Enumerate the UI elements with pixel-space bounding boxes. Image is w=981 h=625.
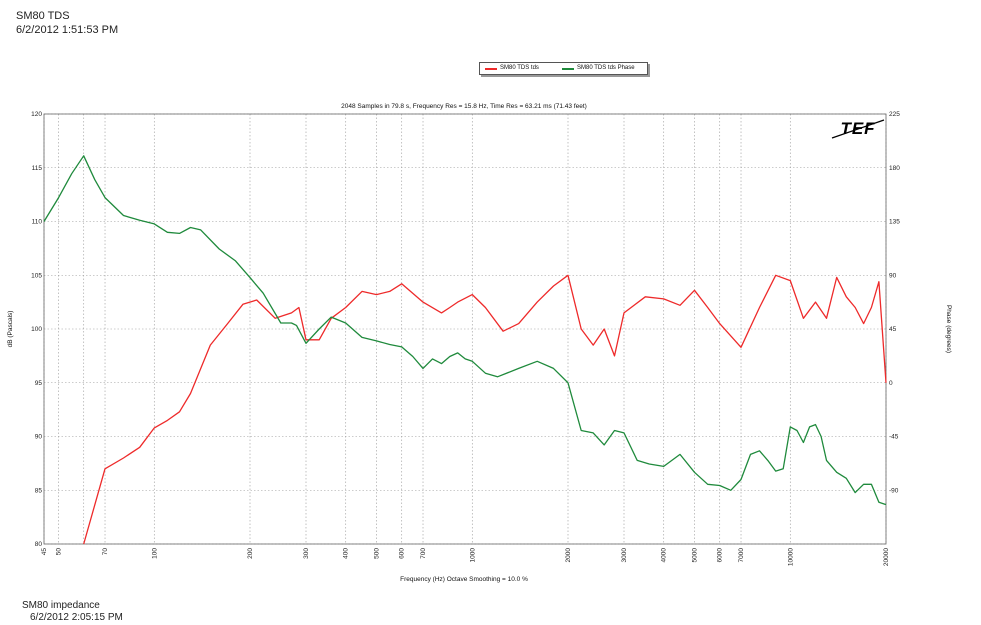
x-tick-label: 7000 — [738, 548, 745, 563]
x-tick-label: 50 — [56, 548, 63, 556]
chart-series — [43, 155, 887, 545]
x-tick-label: 10000 — [787, 548, 794, 566]
legend-item-magnitude: SM80 TDS tds — [485, 63, 539, 75]
legend-item-phase: SM80 TDS tds Phase — [562, 63, 635, 75]
y2-tick-label: 135 — [889, 219, 900, 226]
y-tick-label: 95 — [35, 380, 43, 387]
y-tick-label: 80 — [35, 541, 43, 548]
legend-swatch-magnitude — [485, 67, 497, 70]
frequency-response-chart: 2048 Samples in 79.8 s, Frequency Res = … — [7, 103, 952, 583]
x-tick-label: 700 — [420, 548, 427, 559]
tef-logo-slash — [831, 119, 885, 139]
x-tick-label: 6000 — [717, 548, 724, 563]
y-tick-label: 110 — [32, 219, 43, 226]
y-axis-label: dB (Pascals) — [7, 311, 14, 348]
plot-area-border — [43, 113, 887, 545]
x-tick-label: 4000 — [661, 548, 668, 563]
chart-title: 2048 Samples in 79.8 s, Frequency Res = … — [341, 103, 587, 110]
left-axis-ticks: 80 85 90 95 100 105 110 115 120 — [31, 111, 42, 548]
y-tick-label: 120 — [31, 111, 42, 118]
tef-logo: TEF — [831, 119, 885, 139]
y2-tick-label: 0 — [889, 380, 893, 387]
y-tick-label: 115 — [32, 165, 43, 172]
right-axis-ticks: -90 -45 0 45 90 135 180 225 — [889, 111, 900, 494]
y-tick-label: 90 — [35, 434, 43, 441]
x-tick-label: 400 — [343, 548, 350, 559]
legend-label-phase: SM80 TDS tds Phase — [577, 65, 635, 71]
impedance-timestamp: 6/2/2012 2:05:15 PM — [30, 612, 123, 623]
x-tick-label: 200 — [247, 548, 254, 559]
x-tick-label: 45 — [41, 548, 48, 556]
impedance-title: SM80 impedance — [22, 600, 100, 611]
chart-window-title: SM80 TDS — [16, 10, 70, 22]
x-tick-label: 100 — [151, 548, 158, 559]
legend-label-magnitude: SM80 TDS tds — [500, 65, 539, 71]
x-axis-label: Frequency (Hz) Octave Smoothing = 10.0 % — [400, 576, 528, 583]
x-axis-ticks: 45 50 70 100 200 300 400 500 600 700 1000 2000 3000 4… — [41, 548, 890, 566]
series-line-phase — [43, 155, 887, 506]
x-tick-label: 20000 — [883, 548, 890, 566]
y-tick-label: 100 — [31, 326, 42, 333]
x-tick-label: 1000 — [469, 548, 476, 563]
chart-legend: SM80 TDS tds SM80 TDS tds Phase — [479, 62, 648, 75]
y2-tick-label: 180 — [889, 165, 900, 172]
x-tick-label: 2000 — [565, 548, 572, 563]
chart-grid — [43, 113, 887, 545]
x-tick-label: 600 — [399, 548, 406, 559]
y2-tick-label: 45 — [889, 326, 897, 333]
x-tick-label: 300 — [303, 548, 310, 559]
x-tick-label: 70 — [102, 548, 109, 556]
y-tick-label: 85 — [35, 487, 43, 494]
y2-tick-label: -45 — [889, 434, 899, 441]
series-line-magnitude — [83, 274, 887, 545]
y2-axis-label: Phase (degrees) — [945, 305, 952, 353]
legend-swatch-phase — [562, 67, 574, 70]
y2-tick-label: 90 — [889, 272, 897, 279]
y2-tick-label: 225 — [889, 111, 900, 118]
x-tick-label: 500 — [374, 548, 381, 559]
tef-logo-text: TEF — [840, 119, 875, 138]
x-tick-label: 3000 — [621, 548, 628, 563]
y-tick-label: 105 — [31, 272, 42, 279]
x-tick-label: 5000 — [692, 548, 699, 563]
chart-timestamp: 6/2/2012 1:51:53 PM — [16, 24, 119, 36]
y2-tick-label: -90 — [889, 487, 899, 494]
